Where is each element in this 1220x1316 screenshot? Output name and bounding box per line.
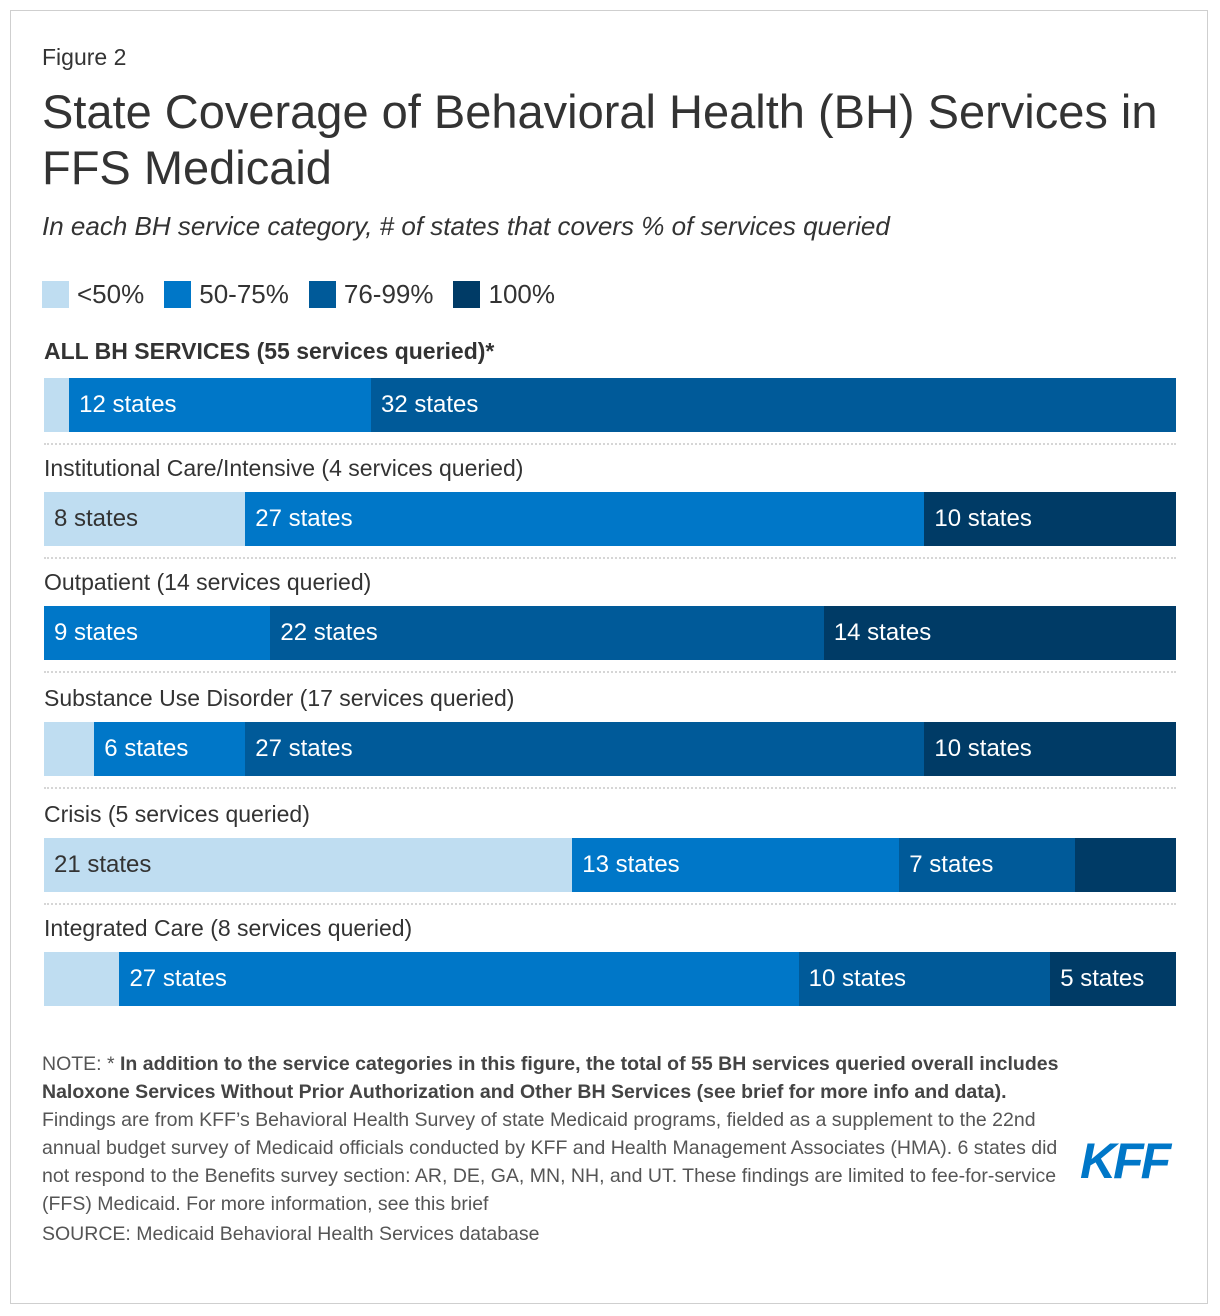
- category-label: Crisis (5 services queried): [44, 801, 310, 827]
- legend-label: 50-75%: [199, 279, 289, 309]
- note-text: NOTE: * In addition to the service categ…: [42, 1050, 1082, 1106]
- bar-segment: 9 states: [44, 606, 271, 660]
- chart-subtitle: In each BH service category, # of states…: [42, 211, 890, 241]
- legend-item: 76-99%: [308, 279, 434, 310]
- bar-segment: 5 states: [1050, 952, 1176, 1006]
- bar-segment: 32 states: [371, 378, 1176, 432]
- bar-segment: 13 states: [572, 838, 900, 892]
- bar-row: 21 states 13 states 7 states: [44, 838, 1176, 892]
- legend-label: 100%: [488, 279, 555, 309]
- row-separator: [44, 903, 1176, 905]
- category-label: Institutional Care/Intensive (4 services…: [44, 455, 524, 481]
- bar-segment: 10 states: [924, 722, 1176, 776]
- row-separator: [44, 557, 1176, 559]
- bar-segment: [44, 952, 120, 1006]
- bar-segment: 10 states: [798, 952, 1051, 1006]
- legend-item: 100%: [453, 279, 555, 310]
- bar-row: 12 states 32 states: [44, 378, 1176, 432]
- bar-segment: 27 states: [245, 492, 925, 546]
- bar-row: 6 states 27 states 10 states: [44, 722, 1176, 776]
- note-bold: In addition to the service categories in…: [42, 1053, 1059, 1103]
- bar-row: 8 states 27 states 10 states: [44, 492, 1176, 546]
- legend-swatch: [164, 281, 192, 308]
- category-label: ALL BH SERVICES (55 services queried)*: [44, 338, 495, 364]
- figure-label: Figure 2: [42, 44, 127, 70]
- legend-swatch: [308, 281, 336, 308]
- category-label: Outpatient (14 services queried): [44, 569, 372, 595]
- bar-row: 27 states 10 states 5 states: [44, 952, 1176, 1006]
- bar-segment: [1075, 838, 1176, 892]
- category-label: Substance Use Disorder (17 services quer…: [44, 685, 515, 711]
- bar-row: 9 states 22 states 14 states: [44, 606, 1176, 660]
- row-separator: [44, 443, 1176, 445]
- legend-item: <50%: [42, 279, 144, 310]
- bar-segment: [44, 378, 70, 432]
- legend-item: 50-75%: [164, 279, 289, 310]
- bar-segment: 12 states: [69, 378, 371, 432]
- bar-segment: 10 states: [924, 492, 1176, 546]
- bar-segment: 27 states: [245, 722, 925, 776]
- bar-segment: [44, 722, 95, 776]
- legend-label: <50%: [77, 279, 145, 309]
- row-separator: [44, 787, 1176, 789]
- bar-segment: 7 states: [899, 838, 1076, 892]
- legend: <50% 50-75% 76-99% 100%: [42, 279, 555, 310]
- bar-segment: 27 states: [119, 952, 799, 1006]
- note-prefix: NOTE: *: [42, 1053, 121, 1075]
- bar-segment: 14 states: [823, 606, 1176, 660]
- legend-swatch: [42, 281, 69, 308]
- bar-segment: 6 states: [94, 722, 246, 776]
- chart-title: State Coverage of Behavioral Health (BH)…: [42, 85, 1158, 194]
- bar-segment: 22 states: [270, 606, 824, 660]
- source-text: SOURCE: Medicaid Behavioral Health Servi…: [42, 1223, 540, 1245]
- legend-swatch: [453, 281, 481, 308]
- row-separator: [44, 671, 1176, 673]
- figure-frame: [10, 10, 1208, 1304]
- kff-logo: KFF: [1080, 1133, 1171, 1189]
- notes: NOTE: * In addition to the service categ…: [42, 1050, 1082, 1248]
- legend-label: 76-99%: [343, 279, 434, 309]
- findings-text: Findings are from KFF’s Behavioral Healt…: [42, 1109, 1058, 1215]
- bar-segment: 8 states: [44, 492, 246, 546]
- category-label: Integrated Care (8 services queried): [44, 915, 413, 941]
- bar-segment: 21 states: [44, 838, 573, 892]
